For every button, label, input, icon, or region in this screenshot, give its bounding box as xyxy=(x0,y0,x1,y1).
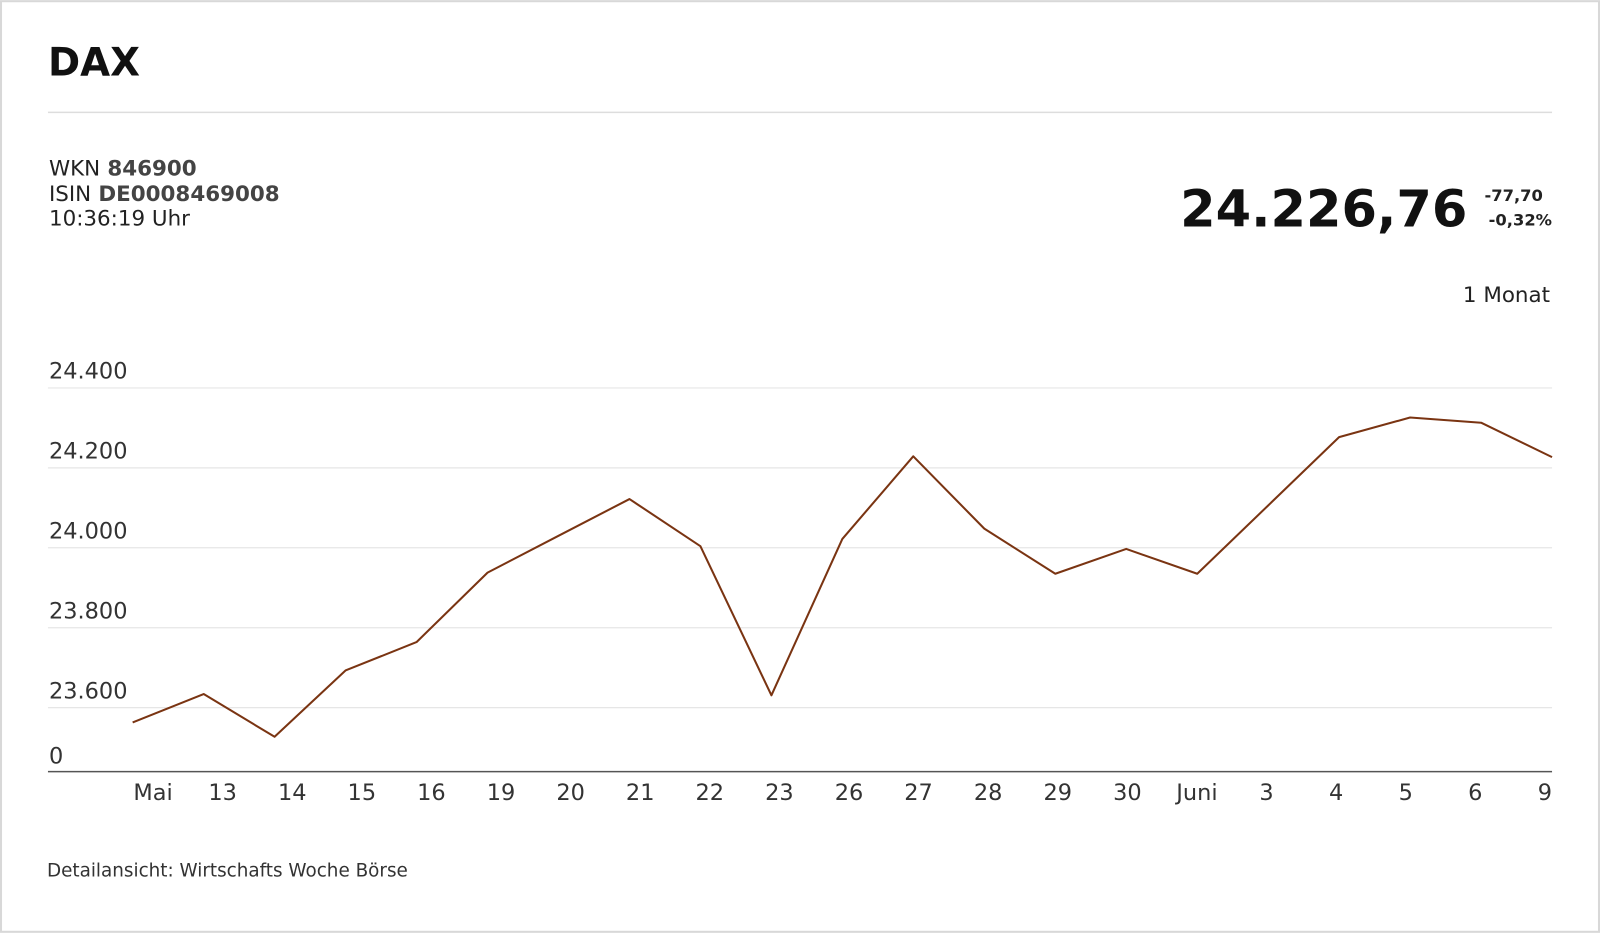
y-baseline-label: 0 xyxy=(49,743,63,769)
x-tick-label: 21 xyxy=(626,780,655,806)
wkn-label: WKN xyxy=(49,157,100,182)
y-tick-label: 24.000 xyxy=(49,519,128,545)
x-tick-label: 22 xyxy=(696,780,725,806)
x-tick-label: 19 xyxy=(487,780,516,806)
x-tick-label: 23 xyxy=(765,780,794,806)
y-tick-label: 23.600 xyxy=(49,678,128,704)
x-tick-label: 3 xyxy=(1259,780,1273,806)
wkn: WKN 846900 xyxy=(49,157,197,182)
y-tick-label: 23.800 xyxy=(49,599,128,625)
change-percent: -0,32% xyxy=(1489,211,1552,230)
x-tick-label: 4 xyxy=(1329,780,1343,806)
period: 1 Monat xyxy=(1463,283,1550,308)
x-tick-label: 26 xyxy=(835,780,864,806)
x-tick-label: 13 xyxy=(208,780,237,806)
x-tick-label: 14 xyxy=(278,780,307,806)
wkn-value: 846900 xyxy=(107,157,196,182)
x-tick-label: 20 xyxy=(556,780,585,806)
isin-label: ISIN xyxy=(49,182,91,207)
y-tick-label: 24.200 xyxy=(49,439,128,465)
x-tick-label: 27 xyxy=(904,780,933,806)
x-tick-label: 9 xyxy=(1538,780,1552,806)
price: 24.226,76 xyxy=(1180,181,1467,240)
change: -77,70 xyxy=(1484,186,1542,205)
x-tick-label: 28 xyxy=(974,780,1003,806)
y-tick-label: 24.400 xyxy=(49,359,128,385)
title: DAX xyxy=(48,41,140,86)
time: 10:36:19 Uhr xyxy=(49,207,190,232)
price-line xyxy=(132,416,1553,738)
x-tick-label: Mai xyxy=(133,780,172,806)
isin-value: DE0008469008 xyxy=(98,182,279,207)
x-tick-label: 6 xyxy=(1468,780,1482,806)
x-tick-label: 16 xyxy=(417,780,446,806)
isin: ISIN DE0008469008 xyxy=(49,182,280,207)
x-tick-label: 5 xyxy=(1399,780,1413,806)
x-tick-label: 29 xyxy=(1043,780,1072,806)
x-tick-label: 30 xyxy=(1113,780,1142,806)
x-tick-label: Juni xyxy=(1174,780,1217,806)
x-tick-label: 15 xyxy=(348,780,377,806)
source: Detailansicht: Wirtschafts Woche Börse xyxy=(47,861,408,882)
